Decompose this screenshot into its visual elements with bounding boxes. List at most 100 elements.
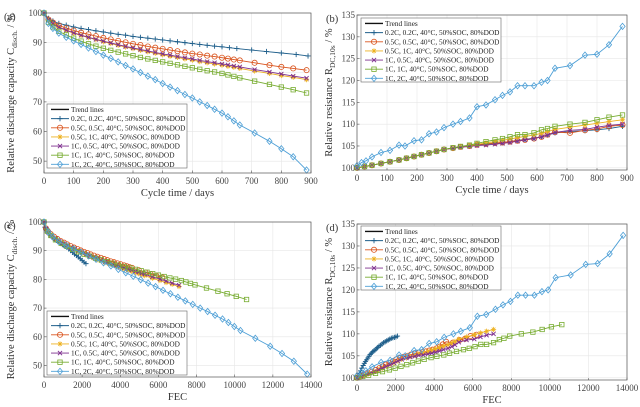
data-point [378, 160, 384, 167]
data-point [130, 33, 136, 40]
legend-marker [57, 124, 64, 131]
data-point [377, 148, 385, 157]
series-line [43, 221, 308, 375]
data-point [303, 67, 310, 74]
data-point [290, 73, 296, 79]
x-tick-label: 4000 [425, 383, 444, 393]
data-point [218, 54, 225, 61]
data-point [135, 271, 142, 277]
data-point [152, 50, 158, 55]
data-point [197, 41, 203, 48]
data-point [107, 262, 115, 270]
data-point [499, 91, 506, 100]
legend-entry-label: Trend lines [385, 19, 418, 28]
x-tick-label: 6000 [464, 383, 483, 393]
data-point [396, 157, 402, 163]
data-point [231, 63, 237, 69]
data-point [175, 54, 180, 59]
data-point [449, 120, 457, 128]
data-point [224, 55, 231, 62]
data-point [428, 354, 434, 361]
series-6 [353, 22, 626, 170]
data-point [426, 339, 433, 348]
legend-marker [371, 30, 377, 36]
data-point [152, 75, 159, 84]
data-point [445, 345, 451, 351]
x-tick-label: 0 [355, 383, 360, 393]
x-tick-label: 500 [500, 173, 514, 183]
data-point [507, 134, 513, 140]
y-tick-label: 100 [29, 217, 43, 227]
data-point [499, 135, 506, 142]
data-point [144, 43, 151, 50]
data-point [492, 305, 499, 313]
panel-label: (d) [326, 223, 339, 234]
data-point [204, 42, 210, 48]
data-point [582, 126, 588, 132]
legend-marker [57, 350, 63, 356]
data-point [49, 233, 56, 241]
data-point [160, 37, 166, 43]
data-point [369, 162, 375, 168]
legend-marker [371, 274, 377, 280]
y-tick-label: 90 [33, 38, 43, 48]
legend-marker [57, 143, 63, 149]
legend-entry-label: 0.5C, 1C, 40°C, 50%SOC, 80%DOD [385, 46, 494, 55]
data-point [115, 42, 121, 48]
data-point [251, 129, 258, 137]
data-point [174, 39, 181, 45]
data-point [360, 362, 366, 369]
data-point [582, 119, 588, 126]
data-point [531, 136, 537, 141]
data-point [303, 77, 310, 83]
legend-marker [57, 359, 63, 365]
data-point [225, 62, 231, 68]
data-point [204, 59, 210, 64]
data-point [218, 109, 226, 117]
legend-marker [371, 48, 377, 54]
data-point [412, 352, 418, 358]
series-6 [40, 218, 311, 378]
data-point [174, 54, 181, 61]
data-point [108, 47, 114, 53]
data-point [606, 123, 612, 128]
data-point [506, 88, 514, 96]
data-point [108, 30, 114, 36]
x-axis-label: Cycle time / days [455, 185, 528, 196]
data-point [226, 45, 233, 51]
data-point [567, 121, 573, 127]
x-tick-label: 0 [355, 173, 360, 183]
data-point [544, 125, 551, 132]
data-point [181, 49, 188, 56]
data-point [70, 245, 77, 253]
data-point [182, 56, 188, 62]
data-point [137, 68, 144, 77]
data-point [407, 354, 413, 360]
data-point [395, 358, 401, 364]
data-point [197, 304, 204, 312]
data-point [450, 145, 456, 151]
data-point [189, 65, 195, 71]
data-point [466, 142, 473, 148]
legend-entry-label: Trend lines [385, 227, 418, 236]
data-point [290, 152, 297, 161]
legend-entry-label: 1C, 1C, 40°C, 50%SOC, 80%DOD [71, 151, 174, 160]
data-point [127, 265, 133, 271]
data-point [594, 120, 600, 126]
data-point [266, 62, 273, 69]
data-point [545, 286, 552, 294]
data-point [471, 332, 477, 338]
data-point [152, 36, 158, 42]
data-point [77, 40, 85, 49]
data-point [403, 155, 410, 161]
data-point [137, 47, 144, 53]
legend-entry-label: 0.2C, 0.2C, 40°C, 50%SOC, 80%DOD [385, 28, 499, 37]
data-point [452, 338, 458, 344]
data-point [203, 285, 210, 291]
data-point [231, 322, 238, 331]
legend-marker [371, 238, 377, 244]
data-point [490, 340, 497, 346]
data-point [518, 331, 524, 337]
data-point [394, 333, 401, 339]
data-point [182, 297, 189, 305]
